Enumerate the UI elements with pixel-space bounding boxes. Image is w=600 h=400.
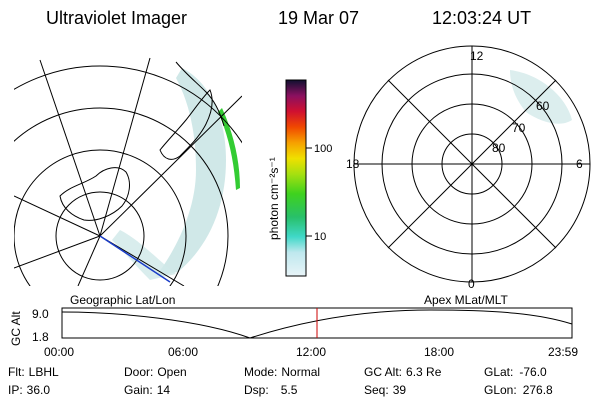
instrument-title: Ultraviolet Imager <box>46 8 187 28</box>
timeline-xtick-2: 12:00 <box>296 345 326 359</box>
svg-text:Dsp:5.5: Dsp: 5.5 <box>244 383 298 397</box>
status-flt-value: LBHL <box>29 365 59 379</box>
status-ip-label: IP: <box>8 383 23 397</box>
status-dsp-value: 5.5 <box>281 383 298 397</box>
lat-label-70: 70 <box>512 121 526 135</box>
geographic-map <box>14 57 242 286</box>
status-mode-value: Normal <box>281 365 320 379</box>
status-door-value: Open <box>157 365 186 379</box>
status-seq-value: 39 <box>393 383 407 397</box>
mlt-label-6: 6 <box>576 157 583 171</box>
status-panel: Flt: LBHL Door: Open Mode: Normal GC Alt: 6.… <box>8 365 553 397</box>
aurora-dim-patch <box>112 230 176 280</box>
timeline-left-title: Geographic Lat/Lon <box>70 293 175 307</box>
svg-text:Gain:14: Gain: 14 <box>124 383 170 397</box>
status-gcalt-value: 6.3 Re <box>406 365 442 379</box>
svg-text:GLon:276.8: GLon: 276.8 <box>484 383 553 397</box>
status-glon-value: 276.8 <box>523 383 553 397</box>
timeline-axis-label: GC Alt <box>9 311 23 346</box>
colorbar-tick-10: 10 <box>314 231 326 243</box>
status-mode-label: Mode: <box>244 365 277 379</box>
status-ip-value: 36.0 <box>27 383 51 397</box>
svg-text:Seq:39: Seq: 39 <box>364 383 406 397</box>
svg-text:Door:Open: Door: Open <box>124 365 187 379</box>
mlt-label-18: 18 <box>346 157 360 171</box>
altitude-timeline: Geographic Lat/Lon Apex MLat/MLT GC Alt … <box>9 293 578 359</box>
status-dsp-label: Dsp: <box>244 383 269 397</box>
timeline-right-title: Apex MLat/MLT <box>424 293 508 307</box>
aurora-dim-region <box>156 68 226 276</box>
polar-plot: 12 18 6 0 60 70 80 <box>346 45 591 291</box>
status-flt-label: Flt: <box>8 365 25 379</box>
observation-time: 12:03:24 UT <box>432 8 531 28</box>
status-glat-label: GLat: <box>484 365 513 379</box>
status-gcalt-label: GC Alt: <box>364 365 402 379</box>
timeline-xtick-0: 00:00 <box>44 345 74 359</box>
coastline-peninsula <box>159 89 213 160</box>
colorbar-tick-100: 100 <box>314 143 332 155</box>
status-seq-label: Seq: <box>364 383 389 397</box>
status-door-label: Door: <box>124 365 153 379</box>
observation-date: 19 Mar 07 <box>278 8 359 28</box>
svg-text:GC Alt:6.3 Re: GC Alt: 6.3 Re <box>364 365 442 379</box>
timeline-xtick-4: 23:59 <box>548 345 578 359</box>
timeline-xtick-1: 06:00 <box>168 345 198 359</box>
polar-aurora-patch <box>510 70 572 124</box>
mlt-label-0: 0 <box>468 277 475 291</box>
status-glat-value: -76.0 <box>519 365 547 379</box>
mlt-label-12: 12 <box>470 49 484 63</box>
lat-label-80: 80 <box>492 141 506 155</box>
colorbar-label: photon cm⁻²s⁻¹ <box>267 157 281 240</box>
coastline-north <box>175 61 225 127</box>
status-gain-label: Gain: <box>124 383 153 397</box>
timeline-ytick-top: 9.0 <box>32 307 49 321</box>
svg-text:GLat:-76.0: GLat: -76.0 <box>484 365 547 379</box>
status-glon-label: GLon: <box>484 383 517 397</box>
status-gain-value: 14 <box>157 383 171 397</box>
timeline-xtick-3: 18:00 <box>424 345 454 359</box>
aurora-bright-arc <box>218 108 240 190</box>
ground-track <box>99 235 171 283</box>
svg-text:Flt:LBHL: Flt: LBHL <box>8 365 59 379</box>
svg-text:Mode:Normal: Mode: Normal <box>244 365 320 379</box>
svg-text:IP:36.0: IP: 36.0 <box>8 383 50 397</box>
lat-label-60: 60 <box>536 99 550 113</box>
color-bar: 100 10 photon cm⁻²s⁻¹ <box>267 79 332 277</box>
coastline-land <box>59 167 130 221</box>
timeline-ytick-bottom: 1.8 <box>32 330 49 344</box>
altitude-curve <box>61 309 573 339</box>
